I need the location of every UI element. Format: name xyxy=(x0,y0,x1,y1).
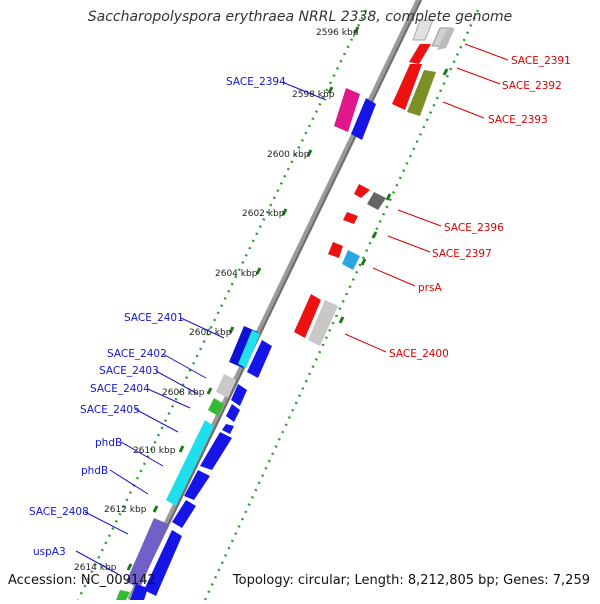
gene-feature xyxy=(116,590,130,600)
track-dots-outer xyxy=(76,9,368,601)
gene-label-right: SACE_2392 xyxy=(502,80,562,92)
gene-feature xyxy=(328,242,343,258)
gene-feature xyxy=(334,88,360,132)
gene-features-inner xyxy=(294,19,455,346)
gene-label-left: uspA3 xyxy=(33,546,66,558)
gene-label-left: SACE_2405 xyxy=(80,404,140,416)
gene-label-right: prsA xyxy=(418,282,442,294)
gene-feature xyxy=(238,330,260,368)
tick-label: 2604 kbp xyxy=(215,269,258,279)
gene-feature xyxy=(437,28,455,50)
gene-label-left: SACE_2394 xyxy=(226,76,286,88)
gene-feature xyxy=(126,518,168,588)
gene-feature xyxy=(130,584,148,600)
gene-label-left: SACE_2403 xyxy=(99,365,159,377)
tick-label: 2596 kbp xyxy=(316,28,359,38)
gene-feature xyxy=(343,212,358,224)
gene-feature xyxy=(407,70,436,116)
gene-feature xyxy=(166,420,214,506)
map-title: Saccharopolyspora erythraea NRRL 2338, c… xyxy=(87,9,513,25)
gene-label-left: SACE_2402 xyxy=(107,348,167,360)
gene-feature xyxy=(208,398,224,416)
gene-feature xyxy=(367,192,386,210)
tick-label: 2606 kbp xyxy=(189,328,232,338)
track-dots-inner xyxy=(203,9,480,601)
gene-label-left: SACE_2408 xyxy=(29,506,89,518)
gene-feature xyxy=(184,470,210,500)
tick-marks xyxy=(126,26,449,571)
gene-label-right: SACE_2391 xyxy=(511,55,571,67)
genome-summary-text: Topology: circular; Length: 8,212,805 bp… xyxy=(232,573,590,588)
gene-feature xyxy=(342,250,360,270)
gene-feature xyxy=(351,98,376,140)
gene-feature xyxy=(392,64,422,110)
gene-feature xyxy=(172,500,196,528)
gene-feature xyxy=(412,19,434,41)
gene-feature xyxy=(216,374,236,398)
gene-feature xyxy=(222,424,234,434)
gene-feature xyxy=(144,530,182,596)
gene-label-left: SACE_2401 xyxy=(124,312,184,324)
leader-lines-right xyxy=(344,43,509,353)
gene-feature xyxy=(409,44,431,64)
gene-label-left: SACE_2404 xyxy=(90,383,150,395)
tick-label: 2614 kbp xyxy=(74,563,117,573)
gene-label-right: SACE_2396 xyxy=(444,222,504,234)
genome-backbone-shadow xyxy=(131,0,422,601)
gene-label-right: SACE_2397 xyxy=(432,248,492,260)
tick-label: 2602 kbp xyxy=(242,209,285,219)
tick-label: 2612 kbp xyxy=(104,505,147,515)
tick-label: 2600 kbp xyxy=(267,150,310,160)
gene-feature xyxy=(354,184,370,198)
gene-feature xyxy=(247,340,272,378)
gene-feature xyxy=(308,300,338,346)
gene-label-right: SACE_2393 xyxy=(488,114,548,126)
gene-label-left: phdB xyxy=(81,465,108,477)
tick-label: 2608 kbp xyxy=(162,388,205,398)
gene-feature xyxy=(200,432,232,470)
gene-features-outer xyxy=(116,88,376,600)
gene-feature xyxy=(231,384,247,406)
genome-backbone xyxy=(127,0,422,602)
accession-text: Accession: NC_009142 xyxy=(8,573,156,588)
leader-lines-left xyxy=(75,81,327,575)
tick-label: 2610 kbp xyxy=(133,446,176,456)
gene-feature xyxy=(294,294,321,338)
gene-label-left: phdB xyxy=(95,437,122,449)
gene-feature xyxy=(226,404,240,422)
gene-label-right: SACE_2400 xyxy=(389,348,449,360)
